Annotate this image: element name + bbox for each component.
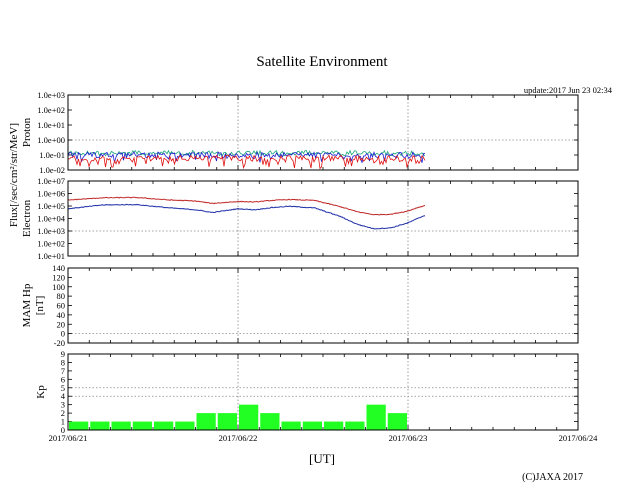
y-tick-label: 1.0e+00 [37, 135, 65, 145]
y-tick-label: 120 [52, 272, 65, 282]
y-axis-label: Proton [21, 117, 33, 147]
panel-frame [67, 267, 579, 344]
y-axis-label: Kp [35, 385, 47, 399]
kp-bar [260, 413, 280, 430]
y-tick-label: 80 [57, 291, 66, 301]
x-axis-ticks: 2017/06/21 2017/06/22 2017/06/23 2017/06/24 [49, 433, 598, 443]
y-tick-label: 5 [61, 383, 65, 393]
y-tick-label: 60 [57, 301, 66, 311]
y-tick-label: 0 [61, 425, 65, 435]
kp-bar [281, 421, 301, 430]
y-tick-label: 4 [61, 391, 66, 401]
series-line-proton-high [67, 149, 426, 157]
y-tick-label: 1.0e+02 [37, 239, 65, 249]
y-tick-label: 1.0e+04 [37, 214, 65, 224]
series-line-proton-low [68, 154, 426, 170]
y-tick-label: 1.0e+01 [37, 251, 65, 261]
kp-bar [196, 413, 216, 430]
update-timestamp: update:2017 Jun 23 02:34 [524, 85, 613, 95]
copyright-notice: (C)JAXA 2017 [522, 472, 583, 483]
kp-bar [239, 404, 259, 430]
kp-bar [345, 421, 365, 430]
x-axis-label: [UT] [309, 451, 335, 466]
y-tick-label: 40 [57, 310, 66, 320]
x-tick-label: 2017/06/24 [559, 433, 598, 443]
chart-panels: 1.0e+03 1.0e+02 1.0e+01 1.0e+00 1.0e-01 1.0e-… [21, 90, 598, 443]
kp-bar [324, 421, 344, 430]
y-tick-label: 2 [61, 408, 65, 418]
y-tick-label: 1.0e-02 [39, 165, 65, 175]
y-tick-label: 6 [61, 374, 65, 384]
kp-bar [217, 413, 237, 430]
kp-bar [154, 421, 174, 430]
y-tick-label: 1.0e-01 [39, 150, 65, 160]
kp-bar [69, 421, 89, 430]
y-tick-label: 1.0e+06 [37, 189, 65, 199]
y-tick-label: 0 [61, 329, 65, 339]
panel-electron: 1.0e+07 1.0e+06 1.0e+05 1.0e+04 1.0e+03 1.0e+… [21, 176, 579, 261]
kp-bar [302, 421, 322, 430]
y-tick-label: 9 [61, 349, 65, 359]
kp-bar [366, 404, 386, 430]
y-tick-label: 8 [61, 357, 65, 367]
y-tick-label: 1.0e+01 [37, 120, 65, 130]
flux-axis-label: Flux[/sec/cm²/str/MeV] [8, 123, 20, 227]
panel-frame [67, 353, 579, 431]
y-tick-label: 1.0e+05 [37, 201, 65, 211]
kp-bar [175, 421, 195, 430]
x-tick-label: 2017/06/23 [389, 433, 428, 443]
x-tick-label: 2017/06/22 [219, 433, 258, 443]
x-tick-label: 2017/06/21 [49, 433, 88, 443]
kp-bar [90, 421, 110, 430]
series-line-proton-mid [67, 151, 426, 163]
y-axis-label: MAM Hp [21, 283, 33, 327]
kp-bar [387, 413, 407, 430]
y-tick-label: 100 [52, 282, 65, 292]
y-tick-label: 1.0e+03 [37, 90, 65, 100]
y-tick-label: 1.0e+03 [37, 226, 65, 236]
panel-frame [67, 94, 579, 171]
panel-frame [67, 180, 579, 257]
series-line-electron-red [67, 196, 426, 216]
y-tick-label: -20 [54, 338, 65, 348]
y-tick-label: 1.0e+02 [37, 105, 65, 115]
y-tick-label: 7 [61, 366, 65, 376]
y-tick-label: 3 [61, 400, 65, 410]
figure-title: Satellite Environment [256, 54, 388, 70]
y-tick-label: 1.0e+07 [37, 176, 65, 186]
y-tick-label: 20 [57, 319, 66, 329]
y-axis-label: Electron [21, 199, 33, 237]
panel-proton: 1.0e+03 1.0e+02 1.0e+01 1.0e+00 1.0e-01 1.0e-… [21, 90, 579, 175]
kp-bar [132, 421, 152, 430]
kp-bar [111, 421, 131, 430]
y-tick-label: 140 [52, 263, 65, 273]
y-tick-label: 1 [61, 417, 65, 427]
y-axis-unit: [nT] [34, 296, 46, 316]
series-line-electron-blue [67, 203, 426, 230]
